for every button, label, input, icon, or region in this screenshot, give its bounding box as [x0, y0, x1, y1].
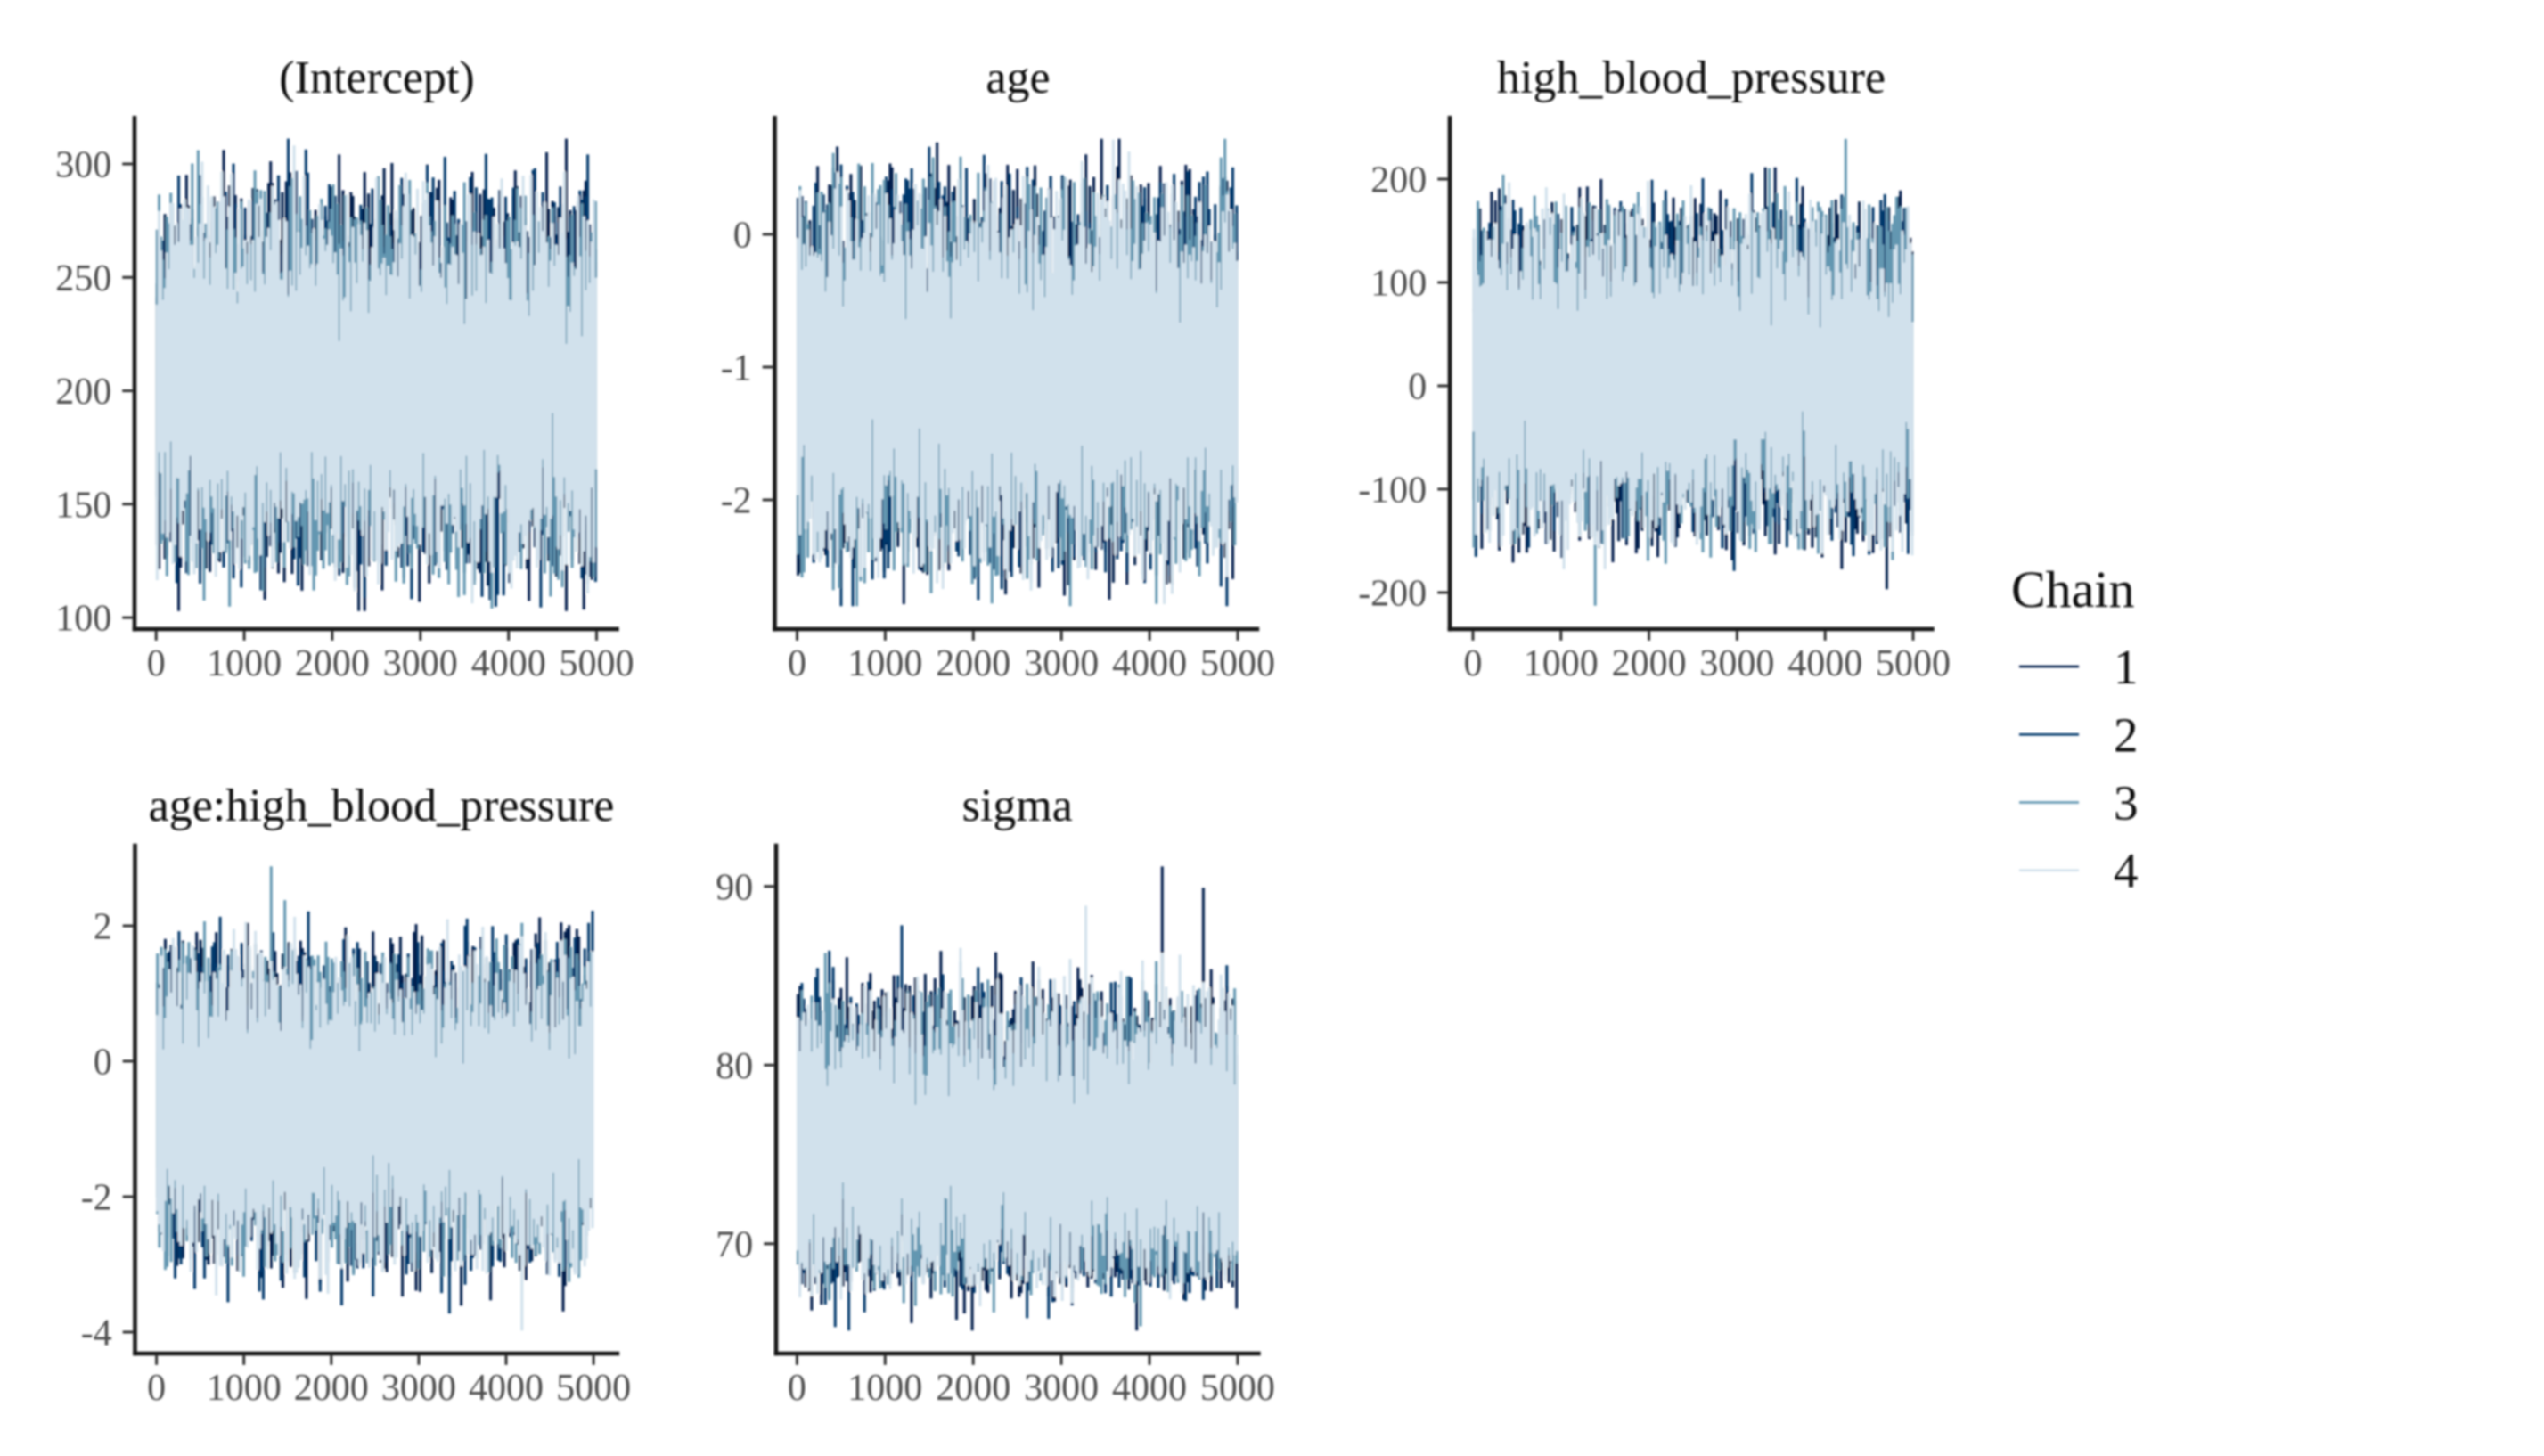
svg-text:sigma: sigma — [962, 781, 1073, 831]
svg-text:1000: 1000 — [207, 1368, 282, 1409]
svg-text:200: 200 — [55, 372, 111, 413]
svg-text:2000: 2000 — [1612, 643, 1687, 684]
svg-text:-1: -1 — [721, 348, 752, 389]
svg-text:0: 0 — [1408, 367, 1427, 408]
svg-text:0: 0 — [788, 1368, 806, 1409]
svg-text:70: 70 — [716, 1224, 753, 1265]
svg-text:2000: 2000 — [936, 643, 1010, 684]
svg-text:5000: 5000 — [556, 1368, 631, 1409]
svg-text:100: 100 — [55, 599, 111, 640]
svg-text:300: 300 — [55, 145, 111, 186]
svg-text:4000: 4000 — [469, 1368, 544, 1409]
svg-text:4000: 4000 — [1112, 1368, 1187, 1409]
svg-text:age:high_blood_pressure: age:high_blood_pressure — [149, 781, 615, 831]
svg-text:3000: 3000 — [381, 1368, 456, 1409]
svg-text:5000: 5000 — [1200, 643, 1275, 684]
svg-text:100: 100 — [1370, 264, 1427, 305]
svg-text:0: 0 — [1464, 643, 1483, 684]
svg-text:250: 250 — [55, 258, 111, 299]
svg-text:4: 4 — [2114, 844, 2139, 898]
svg-text:Chain: Chain — [2011, 560, 2135, 618]
svg-text:-200: -200 — [1358, 574, 1427, 615]
svg-text:high_blood_pressure: high_blood_pressure — [1497, 53, 1886, 103]
svg-text:3000: 3000 — [1699, 643, 1774, 684]
svg-text:1000: 1000 — [847, 643, 922, 684]
svg-text:(Intercept): (Intercept) — [279, 53, 474, 103]
svg-text:90: 90 — [716, 867, 753, 908]
svg-text:200: 200 — [1370, 160, 1427, 201]
svg-text:2000: 2000 — [936, 1368, 1010, 1409]
svg-text:0: 0 — [147, 1368, 166, 1409]
svg-text:4000: 4000 — [1112, 643, 1187, 684]
svg-text:0: 0 — [94, 1043, 112, 1084]
svg-text:2000: 2000 — [295, 643, 370, 684]
svg-text:5000: 5000 — [1876, 643, 1951, 684]
svg-text:1000: 1000 — [847, 1368, 922, 1409]
svg-text:3000: 3000 — [1024, 1368, 1099, 1409]
svg-text:age: age — [986, 53, 1050, 103]
svg-text:1000: 1000 — [207, 643, 282, 684]
svg-text:2: 2 — [94, 907, 112, 948]
svg-text:-100: -100 — [1358, 470, 1427, 511]
svg-text:4000: 4000 — [471, 643, 546, 684]
svg-text:0: 0 — [788, 643, 806, 684]
svg-text:2: 2 — [2114, 708, 2139, 762]
svg-text:1: 1 — [2114, 640, 2139, 694]
svg-text:0: 0 — [733, 216, 752, 257]
svg-text:5000: 5000 — [560, 643, 634, 684]
svg-text:5000: 5000 — [1200, 1368, 1275, 1409]
svg-text:4000: 4000 — [1787, 643, 1862, 684]
svg-text:2000: 2000 — [294, 1368, 369, 1409]
svg-text:-4: -4 — [81, 1313, 112, 1354]
svg-text:1000: 1000 — [1524, 643, 1599, 684]
svg-text:80: 80 — [716, 1046, 753, 1087]
svg-text:3000: 3000 — [383, 643, 458, 684]
svg-text:-2: -2 — [81, 1178, 112, 1219]
svg-text:0: 0 — [147, 643, 166, 684]
svg-text:3: 3 — [2114, 776, 2139, 830]
svg-text:-2: -2 — [721, 481, 752, 522]
svg-text:150: 150 — [55, 485, 111, 526]
svg-text:3000: 3000 — [1024, 643, 1099, 684]
